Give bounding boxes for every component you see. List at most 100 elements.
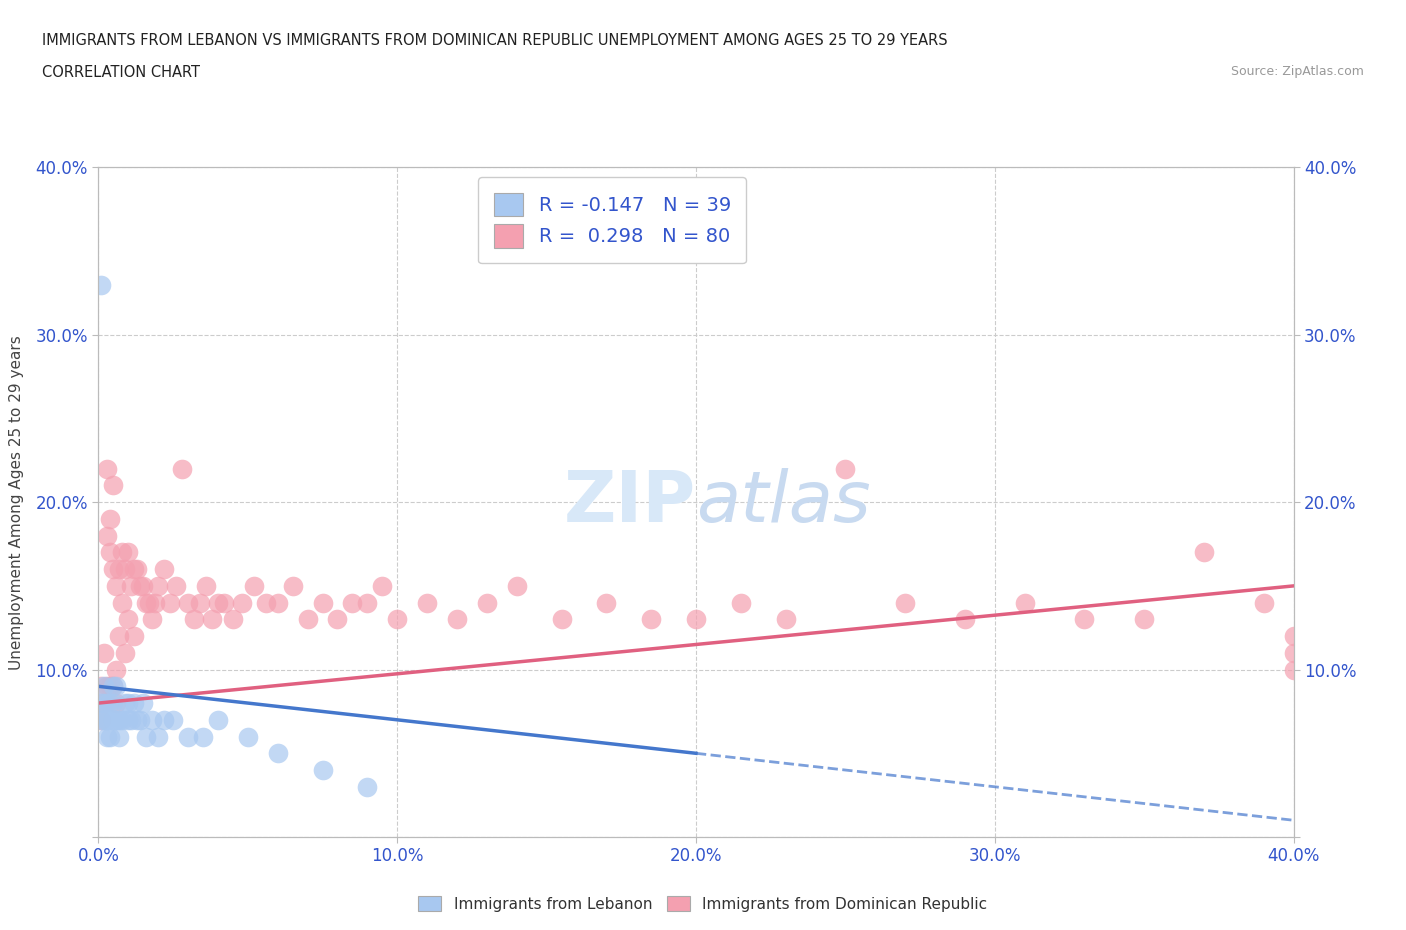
Point — [385, 612, 409, 627]
Point — [172, 461, 194, 476]
Point — [153, 562, 176, 577]
Point — [93, 696, 115, 711]
Point — [105, 662, 128, 677]
Point — [267, 746, 290, 761]
Point — [159, 595, 181, 610]
Point — [254, 595, 277, 610]
Point — [153, 712, 176, 727]
Point — [96, 528, 118, 543]
Point — [105, 578, 128, 593]
Point — [236, 729, 259, 744]
Point — [117, 545, 139, 560]
Point — [1133, 612, 1156, 627]
Point — [108, 729, 131, 744]
Point — [96, 461, 118, 476]
Point — [342, 595, 364, 610]
Point — [114, 696, 136, 711]
Point — [111, 595, 134, 610]
Y-axis label: Unemployment Among Ages 25 to 29 years: Unemployment Among Ages 25 to 29 years — [10, 335, 24, 670]
Point — [114, 645, 136, 660]
Point — [100, 512, 122, 526]
Point — [326, 612, 349, 627]
Point — [96, 712, 118, 727]
Point — [416, 595, 439, 610]
Point — [124, 696, 146, 711]
Point — [93, 679, 115, 694]
Legend: Immigrants from Lebanon, Immigrants from Dominican Republic: Immigrants from Lebanon, Immigrants from… — [412, 889, 994, 918]
Point — [141, 612, 163, 627]
Point — [120, 712, 142, 727]
Point — [165, 578, 187, 593]
Point — [117, 696, 139, 711]
Point — [446, 612, 468, 627]
Point — [1253, 595, 1275, 610]
Point — [183, 612, 205, 627]
Point — [595, 595, 617, 610]
Point — [93, 645, 115, 660]
Point — [96, 679, 118, 694]
Point — [90, 679, 112, 694]
Point — [135, 595, 157, 610]
Point — [135, 729, 157, 744]
Point — [103, 562, 125, 577]
Point — [371, 578, 394, 593]
Point — [96, 696, 118, 711]
Point — [103, 679, 125, 694]
Point — [103, 478, 125, 493]
Point — [311, 763, 333, 777]
Point — [105, 679, 128, 694]
Point — [550, 612, 572, 627]
Point — [177, 595, 200, 610]
Point — [141, 712, 163, 727]
Point — [191, 729, 214, 744]
Point — [953, 612, 976, 627]
Point — [207, 595, 229, 610]
Point — [117, 712, 139, 727]
Text: ZIP: ZIP — [564, 468, 696, 537]
Point — [132, 578, 155, 593]
Point — [281, 578, 304, 593]
Point — [475, 595, 498, 610]
Point — [1282, 645, 1305, 660]
Point — [138, 595, 160, 610]
Point — [108, 562, 131, 577]
Point — [90, 277, 112, 292]
Point — [124, 629, 146, 644]
Point — [356, 595, 378, 610]
Point — [93, 696, 115, 711]
Point — [100, 696, 122, 711]
Point — [103, 712, 125, 727]
Point — [132, 696, 155, 711]
Point — [111, 545, 134, 560]
Point — [103, 696, 125, 711]
Point — [129, 578, 152, 593]
Text: Source: ZipAtlas.com: Source: ZipAtlas.com — [1230, 65, 1364, 78]
Point — [207, 712, 229, 727]
Point — [143, 595, 166, 610]
Point — [127, 562, 149, 577]
Point — [1192, 545, 1215, 560]
Point — [267, 595, 290, 610]
Point — [297, 612, 319, 627]
Point — [640, 612, 662, 627]
Point — [356, 779, 378, 794]
Point — [177, 729, 200, 744]
Legend: R = -0.147   N = 39, R =  0.298   N = 80: R = -0.147 N = 39, R = 0.298 N = 80 — [478, 177, 747, 263]
Point — [1282, 662, 1305, 677]
Text: IMMIGRANTS FROM LEBANON VS IMMIGRANTS FROM DOMINICAN REPUBLIC UNEMPLOYMENT AMONG: IMMIGRANTS FROM LEBANON VS IMMIGRANTS FR… — [42, 33, 948, 47]
Point — [148, 578, 170, 593]
Text: CORRELATION CHART: CORRELATION CHART — [42, 65, 200, 80]
Point — [103, 679, 125, 694]
Point — [111, 712, 134, 727]
Point — [162, 712, 184, 727]
Point — [105, 696, 128, 711]
Point — [90, 712, 112, 727]
Point — [108, 629, 131, 644]
Point — [188, 595, 211, 610]
Point — [96, 729, 118, 744]
Point — [506, 578, 529, 593]
Point — [100, 679, 122, 694]
Point — [100, 545, 122, 560]
Text: atlas: atlas — [696, 468, 870, 537]
Point — [127, 712, 149, 727]
